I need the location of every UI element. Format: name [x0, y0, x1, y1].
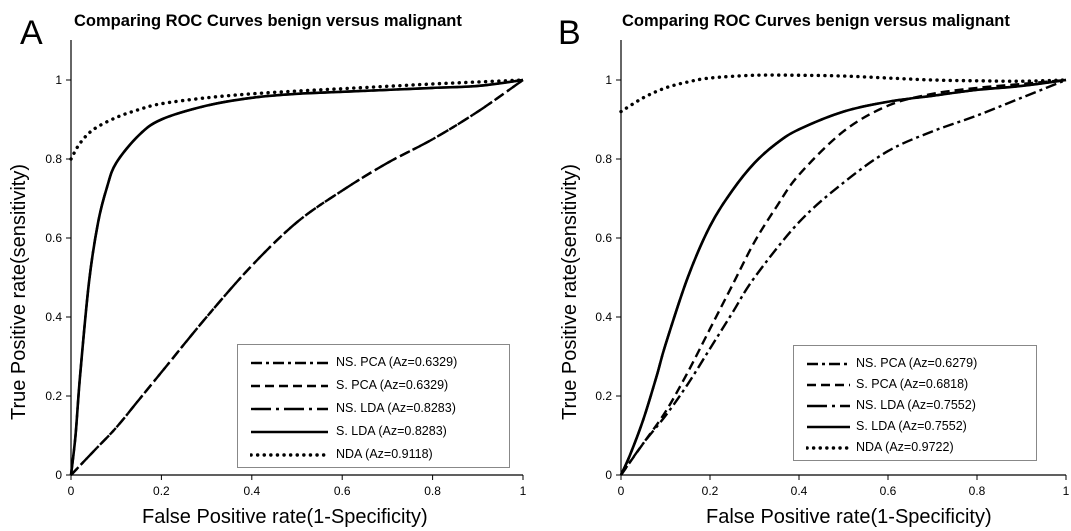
y-axis-label: True Positive rate(sensitivity)	[8, 164, 30, 420]
legend-swatch	[250, 453, 330, 457]
y-tick-label: 0.2	[45, 389, 62, 403]
legend-swatch	[251, 384, 328, 388]
legend-item: NDA (Az=0.9722)	[794, 438, 1036, 458]
legend-swatch	[807, 362, 850, 366]
series-line	[69, 78, 524, 476]
x-tick-label: 0.4	[243, 484, 260, 498]
series-line	[70, 79, 524, 476]
y-tick-label: 0	[605, 468, 612, 482]
legend-label: S. LDA (Az=0.8283)	[336, 424, 447, 438]
y-tick-label: 1	[605, 73, 612, 87]
legend-swatch	[807, 404, 850, 408]
legend-item: S. LDA (Az=0.7552)	[794, 417, 1036, 437]
x-tick-label: 0.6	[334, 484, 351, 498]
legend-label: NDA (Az=0.9118)	[336, 447, 433, 461]
legend-item: S. LDA (Az=0.8283)	[238, 422, 509, 442]
series-line	[69, 78, 525, 161]
panel-a: A Comparing ROC Curves benign versus mal…	[0, 0, 535, 531]
legend-swatch	[251, 361, 328, 365]
y-tick-label: 0.2	[595, 389, 612, 403]
x-tick-label: 0.2	[702, 484, 719, 498]
legend-swatch	[807, 383, 850, 387]
x-tick-label: 0.2	[153, 484, 170, 498]
y-tick-label: 0.8	[595, 152, 612, 166]
y-tick-label: 0.8	[45, 152, 62, 166]
legend-item: S. PCA (Az=0.6818)	[794, 375, 1036, 395]
series-line	[620, 78, 1067, 476]
legend-item: NS. PCA (Az=0.6329)	[238, 353, 509, 373]
legend-label: S. LDA (Az=0.7552)	[856, 419, 967, 433]
legend: NS. PCA (Az=0.6329) S. PCA (Az=0.6329) NS.…	[237, 344, 510, 468]
x-axis-label: False Positive rate(1-Specificity)	[706, 506, 992, 528]
y-axis-label: True Positive rate(sensitivity)	[559, 164, 581, 420]
panel-b: B Comparing ROC Curves benign versus mal…	[536, 0, 1071, 531]
x-tick-label: 0.4	[791, 484, 808, 498]
x-tick-label: 0.8	[969, 484, 986, 498]
legend-label: S. PCA (Az=0.6329)	[336, 378, 449, 392]
legend-item: NDA (Az=0.9118)	[238, 445, 509, 465]
panel-letter: B	[558, 14, 581, 52]
x-tick-label: 0.8	[424, 484, 441, 498]
legend: NS. PCA (Az=0.6279) S. PCA (Az=0.6818) NS.…	[793, 345, 1037, 461]
legend-label: NS. LDA (Az=0.8283)	[336, 401, 456, 415]
x-tick-label: 0	[68, 484, 75, 498]
series-line	[619, 73, 1068, 114]
legend-swatch	[251, 407, 328, 411]
x-tick-label: 0.6	[880, 484, 897, 498]
legend-swatch	[807, 425, 850, 429]
x-tick-label: 1	[1063, 484, 1070, 498]
legend-item: NS. LDA (Az=0.7552)	[794, 396, 1036, 416]
y-tick-label: 0	[55, 468, 62, 482]
x-tick-label: 0	[618, 484, 625, 498]
legend-label: NS. PCA (Az=0.6329)	[336, 355, 458, 369]
y-tick-label: 0.6	[45, 231, 62, 245]
legend-item: S. PCA (Az=0.6329)	[238, 376, 509, 396]
legend-label: NDA (Az=0.9722)	[856, 440, 954, 454]
y-tick-label: 1	[55, 73, 62, 87]
plot-area: 0 0.2 0.4 0.6 0.8 1 0 0.2 0.4 0.6 0.8 1	[45, 40, 527, 498]
legend-swatch	[251, 430, 328, 434]
legend-item: NS. LDA (Az=0.8283)	[238, 399, 509, 419]
chart-title: Comparing ROC Curves benign versus malig…	[622, 12, 1010, 30]
y-tick-label: 0.6	[595, 231, 612, 245]
y-tick-label: 0.4	[45, 310, 62, 324]
legend-swatch	[806, 446, 852, 450]
plot-area: 0 0.2 0.4 0.6 0.8 1 0 0.2 0.4 0.6 0.8 1	[595, 40, 1070, 498]
series-line	[619, 78, 1067, 476]
y-tick-label: 0.4	[595, 310, 612, 324]
x-axis-label: False Positive rate(1-Specificity)	[142, 506, 428, 528]
panel-letter: A	[20, 14, 43, 52]
chart-title: Comparing ROC Curves benign versus malig…	[74, 12, 462, 30]
series-line	[620, 78, 1067, 476]
legend-label: S. PCA (Az=0.6818)	[856, 377, 969, 391]
legend-label: NS. PCA (Az=0.6279)	[856, 356, 978, 370]
legend-label: NS. LDA (Az=0.7552)	[856, 398, 976, 412]
x-tick-label: 1	[520, 484, 527, 498]
legend-item: NS. PCA (Az=0.6279)	[794, 354, 1036, 374]
